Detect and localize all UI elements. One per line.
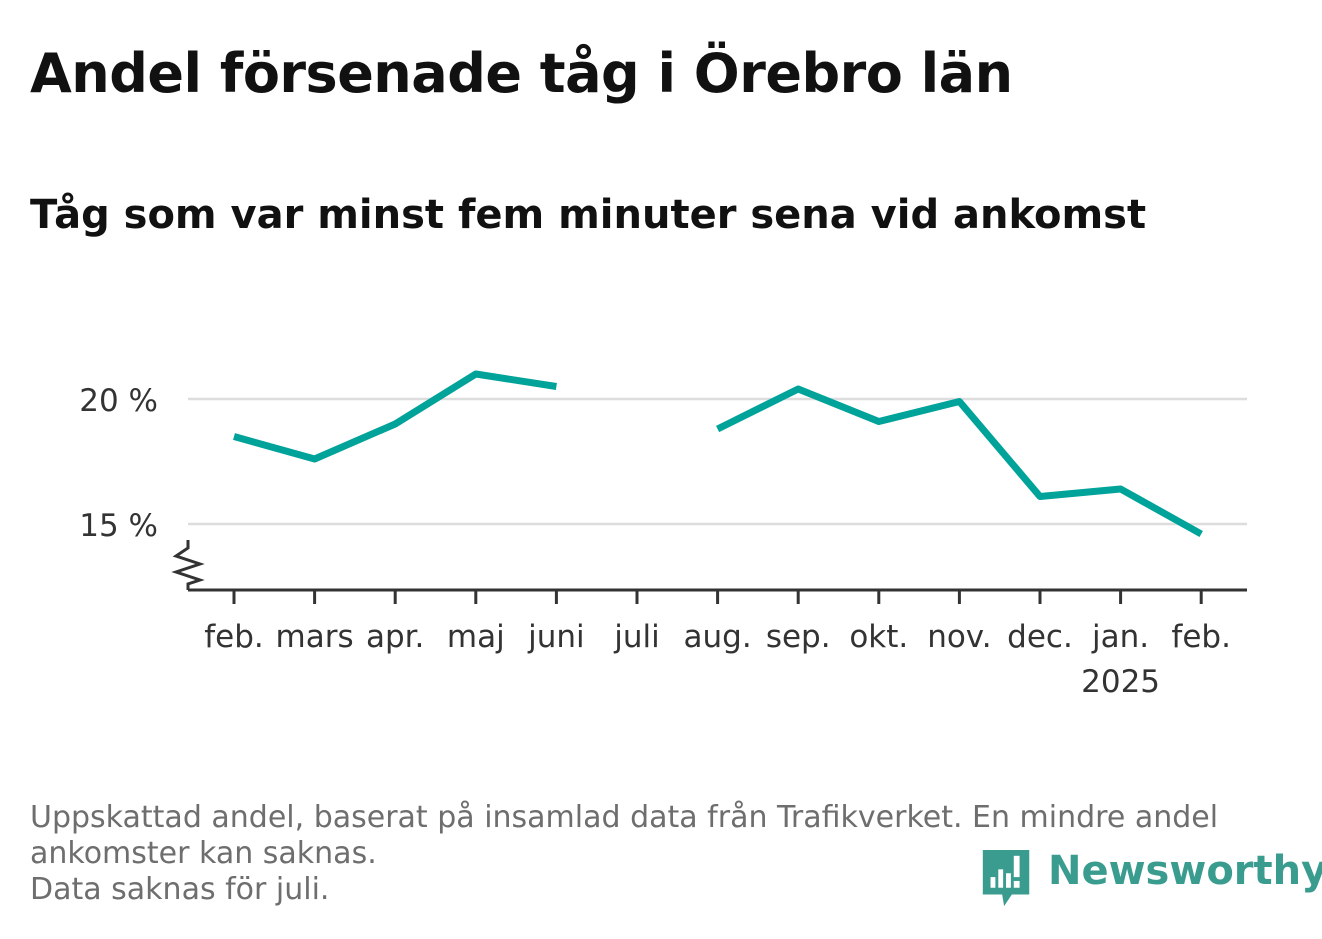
axis-break-icon xyxy=(171,540,205,590)
x-tick-label: juni xyxy=(527,619,585,655)
x-tick-label: feb. xyxy=(1171,619,1231,655)
x-tick-label: feb. xyxy=(204,619,264,655)
x-tick-label: sep. xyxy=(766,619,831,655)
x-tick-labels: feb. mars apr. maj juni juli aug. sep. okt. nov. d… xyxy=(204,619,1231,700)
series-lines xyxy=(233,370,1203,538)
x-axis xyxy=(171,540,1247,604)
x-tick-label: aug. xyxy=(684,619,752,655)
y-tick-labels: 15 % 20 % xyxy=(79,383,158,544)
year-label: 2025 xyxy=(1081,664,1160,700)
footnote-line-1: Uppskattad andel, baserat på insamlad da… xyxy=(30,800,1219,835)
line-chart: 15 % 20 % feb. mars apr. maj juni juli aug. sep.… xyxy=(79,370,1247,700)
x-tick-label: mars xyxy=(276,619,354,655)
y-tick-label: 15 % xyxy=(79,508,158,544)
footnote-line-2: ankomster kan saknas. xyxy=(30,836,377,871)
series-line xyxy=(233,370,557,463)
brand-name: Newsworthy xyxy=(1048,848,1322,894)
footnote: Uppskattad andel, baserat på insamlad da… xyxy=(30,800,1280,908)
chart-title: Andel försenade tåg i Örebro län xyxy=(30,42,1013,105)
y-tick-label: 20 % xyxy=(79,383,158,419)
x-tick-label: jan. xyxy=(1091,619,1149,655)
chart-subtitle: Tåg som var minst fem minuter sena vid a… xyxy=(30,192,1147,238)
x-tick-label: juli xyxy=(613,619,660,655)
x-tick-label: maj xyxy=(447,619,505,655)
x-tick-label: okt. xyxy=(849,619,908,655)
gridlines xyxy=(188,397,1247,526)
x-tick-label: dec. xyxy=(1007,619,1073,655)
series-line xyxy=(716,385,1203,538)
newsworthy-logo-icon xyxy=(982,850,1030,907)
x-tick-label: apr. xyxy=(366,619,424,655)
footnote-line-3: Data saknas för juli. xyxy=(30,872,330,907)
x-tick-label: nov. xyxy=(927,619,991,655)
